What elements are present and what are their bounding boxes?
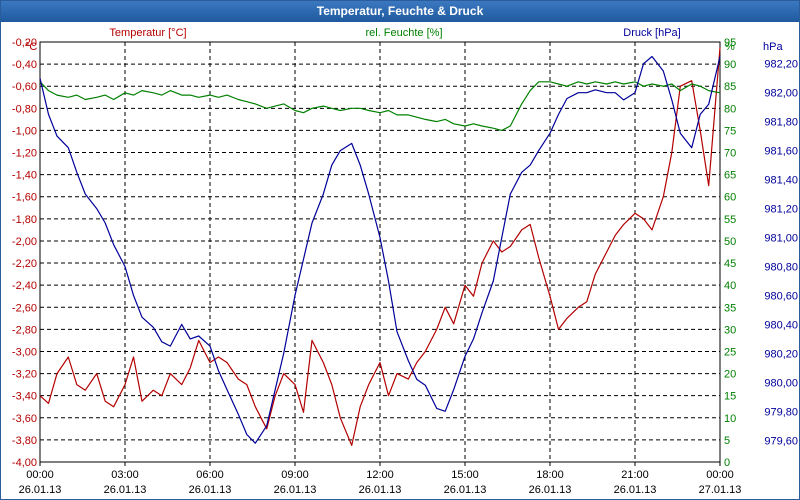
- x-tick-time: 18:00: [536, 469, 564, 481]
- pressure-tick-label: 981,00: [764, 233, 798, 245]
- temperature-tick-label: -1,80: [12, 214, 37, 226]
- x-tick-date: 26.01.13: [189, 484, 232, 496]
- humidity-unit-label: %: [725, 41, 735, 53]
- pressure-tick-label: 981,80: [764, 117, 798, 129]
- pressure-tick-label: 981,60: [764, 146, 798, 158]
- x-tick-time: 12:00: [366, 469, 394, 481]
- humidity-tick-label: 30: [724, 324, 736, 336]
- x-tick-date: 26.01.13: [529, 484, 572, 496]
- temperature-tick-label: -2,20: [12, 258, 37, 270]
- series-line-humidity: [39, 81, 721, 131]
- legend-temperature: Temperatur [°C]: [109, 27, 186, 39]
- pressure-tick-label: 982,20: [764, 59, 798, 71]
- pressure-tick-label: 980,60: [764, 290, 798, 302]
- humidity-tick-label: 60: [724, 192, 736, 204]
- legend-pressure: Druck [hPa]: [623, 27, 680, 39]
- pressure-unit-label: hPa: [763, 41, 783, 53]
- temperature-tick-label: -4,00: [12, 457, 37, 469]
- humidity-tick-label: 75: [724, 125, 736, 137]
- humidity-tick-label: 50: [724, 236, 736, 248]
- humidity-tick-label: 35: [724, 302, 736, 314]
- x-tick-time: 15:00: [451, 469, 479, 481]
- grid-lines: [39, 41, 721, 466]
- pressure-tick-label: 980,00: [764, 377, 798, 389]
- temperature-tick-label: -3,60: [12, 413, 37, 425]
- humidity-tick-label: 25: [724, 346, 736, 358]
- temperature-tick-label: -0,20: [12, 37, 37, 49]
- plot-area: [39, 41, 721, 463]
- temperature-tick-label: -2,80: [12, 324, 37, 336]
- pressure-tick-label: 979,60: [764, 435, 798, 447]
- series-line-temperature: [39, 47, 721, 446]
- humidity-tick-label: 65: [724, 170, 736, 182]
- temperature-tick-label: -3,80: [12, 435, 37, 447]
- humidity-tick-label: 5: [724, 435, 730, 447]
- humidity-tick-label: 15: [724, 391, 736, 403]
- pressure-tick-label: 980,80: [764, 261, 798, 273]
- x-tick-time: 03:00: [111, 469, 139, 481]
- humidity-tick-label: 40: [724, 280, 736, 292]
- x-tick-date: 26.01.13: [359, 484, 402, 496]
- x-tick-time: 06:00: [196, 469, 224, 481]
- humidity-tick-label: 85: [724, 81, 736, 93]
- humidity-tick-label: 0: [724, 457, 730, 469]
- humidity-tick-label: 55: [724, 214, 736, 226]
- temperature-tick-label: -2,00: [12, 236, 37, 248]
- humidity-tick-label: 70: [724, 148, 736, 160]
- pressure-tick-label: 980,20: [764, 348, 798, 360]
- x-tick-time: 09:00: [281, 469, 309, 481]
- temperature-tick-label: -2,60: [12, 302, 37, 314]
- temperature-tick-label: -1,00: [12, 125, 37, 137]
- humidity-tick-label: 45: [724, 258, 736, 270]
- pressure-tick-label: 979,80: [764, 406, 798, 418]
- humidity-tick-label: 20: [724, 369, 736, 381]
- humidity-tick-label: 90: [724, 59, 736, 71]
- series-layer: [39, 47, 721, 446]
- pressure-tick-label: 981,40: [764, 175, 798, 187]
- x-tick-date: 26.01.13: [19, 484, 62, 496]
- series-line-pressure: [39, 55, 721, 444]
- legend-humidity: rel. Feuchte [%]: [365, 27, 442, 39]
- temperature-tick-label: -3,20: [12, 369, 37, 381]
- humidity-tick-label: 10: [724, 413, 736, 425]
- temperature-tick-label: -0,80: [12, 103, 37, 115]
- x-tick-date: 26.01.13: [274, 484, 317, 496]
- temperature-tick-label: -1,60: [12, 192, 37, 204]
- x-tick-time: 21:00: [621, 469, 649, 481]
- temperature-tick-label: -3,40: [12, 391, 37, 403]
- temperature-tick-label: -1,40: [12, 170, 37, 182]
- x-tick-time: 00:00: [706, 469, 734, 481]
- temperature-tick-label: -1,20: [12, 148, 37, 160]
- temperature-tick-label: -2,40: [12, 280, 37, 292]
- pressure-tick-label: 981,20: [764, 204, 798, 216]
- x-tick-time: 00:00: [26, 469, 54, 481]
- x-tick-date: 26.01.13: [614, 484, 657, 496]
- humidity-tick-label: 95: [724, 37, 736, 49]
- humidity-tick-label: 80: [724, 103, 736, 115]
- window-title: Temperatur, Feuchte & Druck: [1, 1, 799, 22]
- temperature-tick-label: -0,40: [12, 59, 37, 71]
- pressure-tick-label: 982,00: [764, 88, 798, 100]
- temperature-tick-label: -0,60: [12, 81, 37, 93]
- x-tick-date: 26.01.13: [104, 484, 147, 496]
- pressure-tick-label: 980,40: [764, 319, 798, 331]
- axis-labels: 00:00 26.01.13 03:00 26.01.13 06:00 26.01.13 0…: [12, 27, 798, 496]
- temperature-tick-label: -3,00: [12, 346, 37, 358]
- x-tick-date: 26.01.13: [444, 484, 487, 496]
- x-tick-date: 27.01.13: [699, 484, 742, 496]
- temperature-unit-label: °C: [25, 41, 37, 53]
